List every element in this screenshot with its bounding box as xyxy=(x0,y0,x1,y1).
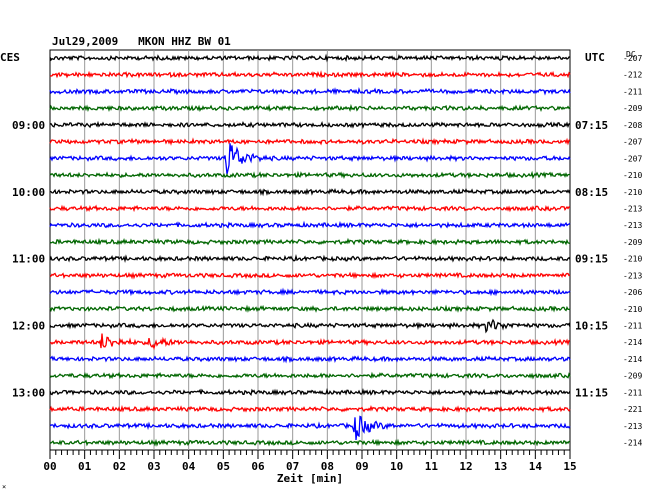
dc-offset-22: -213 xyxy=(623,422,642,431)
dc-offset-3: -209 xyxy=(623,104,642,113)
dc-offset-21: -221 xyxy=(623,405,642,414)
dc-offset-13: -213 xyxy=(623,271,642,280)
trace-1 xyxy=(49,70,571,79)
trace-20 xyxy=(49,387,571,397)
dc-offset-8: -210 xyxy=(623,188,642,197)
trace-group xyxy=(49,53,571,447)
x-tick-label-08: 08 xyxy=(321,460,334,473)
trace-12 xyxy=(49,253,571,263)
trace-10 xyxy=(49,220,571,229)
trace-18 xyxy=(49,355,571,364)
left-time-labels: 09:00 10:00 11:00 12:00 13:00 xyxy=(12,119,45,400)
dc-offset-12: -210 xyxy=(623,255,642,264)
x-tick-label-11: 11 xyxy=(425,460,439,473)
x-tick-label-12: 12 xyxy=(459,460,472,473)
x-tick-label-07: 07 xyxy=(286,460,299,473)
dc-offset-0: -207 xyxy=(623,54,642,63)
right-time-label-2: 09:15 xyxy=(575,253,608,266)
x-tick-label-13: 13 xyxy=(494,460,507,473)
dc-offset-7: -210 xyxy=(623,171,642,180)
dc-offset-19: -209 xyxy=(623,372,642,381)
right-time-label-0: 07:15 xyxy=(575,119,608,132)
dc-offset-11: -209 xyxy=(623,238,642,247)
dc-offset-10: -213 xyxy=(623,221,642,230)
trace-13 xyxy=(49,271,571,280)
dc-offset-6: -207 xyxy=(623,154,642,163)
x-tick-label-02: 02 xyxy=(113,460,126,473)
dc-offset-20: -211 xyxy=(623,388,642,397)
dc-offset-14: -206 xyxy=(623,288,642,297)
x-tick-label-05: 05 xyxy=(217,460,230,473)
trace-4 xyxy=(49,120,571,130)
dc-offset-2: -211 xyxy=(623,87,642,96)
right-axis-label: UTC xyxy=(585,51,605,64)
dc-offset-18: -214 xyxy=(623,355,642,364)
right-time-labels: 07:15 08:15 09:15 10:15 11:15 xyxy=(575,119,608,400)
trace-14 xyxy=(49,287,571,297)
trace-23 xyxy=(49,438,571,447)
trace-22 xyxy=(49,415,571,441)
left-time-label-2: 11:00 xyxy=(12,253,45,266)
right-time-label-3: 10:15 xyxy=(575,320,608,333)
x-tick-label-01: 01 xyxy=(78,460,92,473)
trace-2 xyxy=(49,86,571,96)
trace-5 xyxy=(49,137,571,146)
dc-offset-15: -210 xyxy=(623,305,642,314)
trace-16 xyxy=(49,318,571,334)
left-time-label-1: 10:00 xyxy=(12,186,45,199)
dc-offset-4: -208 xyxy=(623,121,642,130)
trace-8 xyxy=(49,188,571,197)
x-axis: 00 01 02 03 04 05 06 07 08 09 10 11 12 13 14 15 xyxy=(43,450,577,473)
trace-7 xyxy=(49,170,571,180)
plot-frame xyxy=(49,49,571,451)
trace-9 xyxy=(49,204,571,213)
chart-title: Jul29,2009 MKON HHZ BW 01 xyxy=(52,35,231,48)
left-time-label-3: 12:00 xyxy=(12,320,45,333)
dc-offset-17: -214 xyxy=(623,338,642,347)
x-tick-label-14: 14 xyxy=(529,460,543,473)
x-tick-label-00: 00 xyxy=(43,460,56,473)
trace-19 xyxy=(49,371,571,380)
trace-15 xyxy=(49,304,571,313)
dc-offset-9: -213 xyxy=(623,204,642,213)
dc-offset-16: -211 xyxy=(623,322,642,331)
trace-6 xyxy=(49,143,571,175)
right-time-label-4: 11:15 xyxy=(575,386,608,399)
trace-21 xyxy=(49,404,571,414)
x-tick-label-03: 03 xyxy=(147,460,160,473)
dc-offset-1: -212 xyxy=(623,71,642,80)
offset-column-label: DC xyxy=(626,50,636,59)
trace-3 xyxy=(49,103,571,113)
dc-offset-5: -207 xyxy=(623,138,642,147)
x-tick-label-06: 06 xyxy=(251,460,265,473)
vertical-gridlines xyxy=(84,50,536,450)
right-time-label-1: 08:15 xyxy=(575,186,608,199)
x-tick-label-10: 10 xyxy=(390,460,403,473)
corner-mark: × xyxy=(2,483,6,491)
x-tick-label-09: 09 xyxy=(355,460,368,473)
dc-offset-labels: -207 -212 -211 -209 -208 -207 -207 -210 -210 -213… xyxy=(623,54,642,448)
left-time-label-0: 09:00 xyxy=(12,119,45,132)
x-tick-label-15: 15 xyxy=(563,460,576,473)
x-tick-label-04: 04 xyxy=(182,460,196,473)
dc-offset-23: -214 xyxy=(623,439,642,448)
x-axis-label: Zeit [min] xyxy=(277,472,343,485)
trace-11 xyxy=(49,237,571,247)
trace-17 xyxy=(49,333,571,351)
trace-0 xyxy=(49,53,571,63)
left-time-label-4: 13:00 xyxy=(12,386,45,399)
left-axis-label: CES xyxy=(0,51,20,64)
